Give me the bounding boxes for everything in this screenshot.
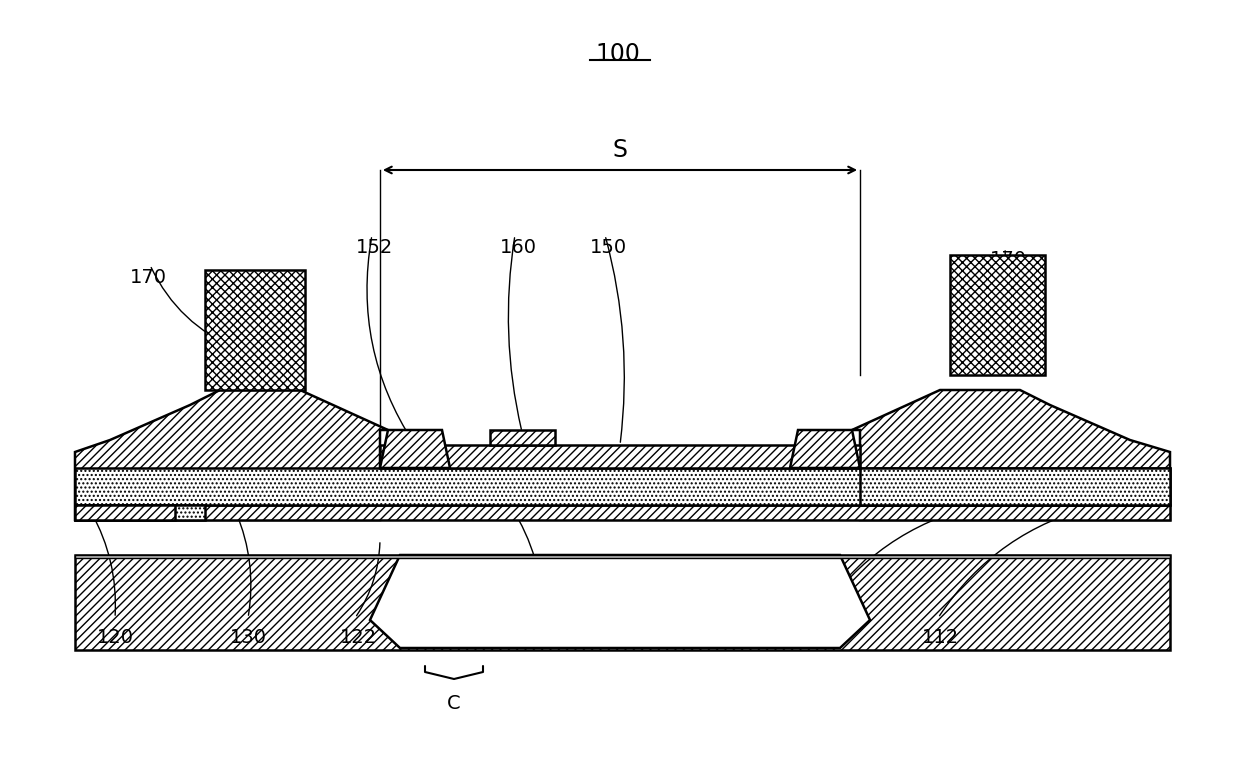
Text: 112: 112: [921, 628, 959, 647]
Text: 100: 100: [595, 42, 640, 66]
Text: 110: 110: [687, 628, 724, 647]
Text: 114: 114: [587, 628, 624, 647]
Polygon shape: [74, 555, 1171, 650]
Text: 122a: 122a: [796, 628, 844, 647]
Text: 170: 170: [129, 268, 166, 287]
Polygon shape: [490, 430, 556, 445]
Polygon shape: [205, 270, 305, 390]
Text: 140: 140: [525, 628, 562, 647]
Polygon shape: [852, 390, 1171, 520]
Text: 160: 160: [500, 238, 537, 257]
Polygon shape: [379, 445, 861, 468]
Polygon shape: [74, 505, 175, 520]
Polygon shape: [790, 430, 861, 468]
Text: 130: 130: [229, 628, 267, 647]
Text: 152: 152: [356, 238, 393, 257]
Polygon shape: [74, 555, 1171, 558]
Polygon shape: [74, 505, 1171, 520]
Text: C2: C2: [415, 628, 441, 647]
Polygon shape: [861, 468, 1171, 505]
Polygon shape: [370, 555, 870, 648]
Text: C: C: [448, 694, 461, 713]
Polygon shape: [74, 505, 205, 520]
Text: 122: 122: [340, 628, 377, 647]
Text: 150: 150: [589, 238, 626, 257]
Text: 170: 170: [990, 250, 1027, 269]
Text: S: S: [613, 138, 627, 162]
Polygon shape: [74, 390, 388, 520]
Polygon shape: [950, 255, 1045, 375]
Text: 120: 120: [97, 628, 134, 647]
Polygon shape: [370, 555, 870, 648]
Polygon shape: [74, 468, 1171, 505]
Text: C1: C1: [465, 628, 491, 647]
Polygon shape: [379, 430, 450, 468]
